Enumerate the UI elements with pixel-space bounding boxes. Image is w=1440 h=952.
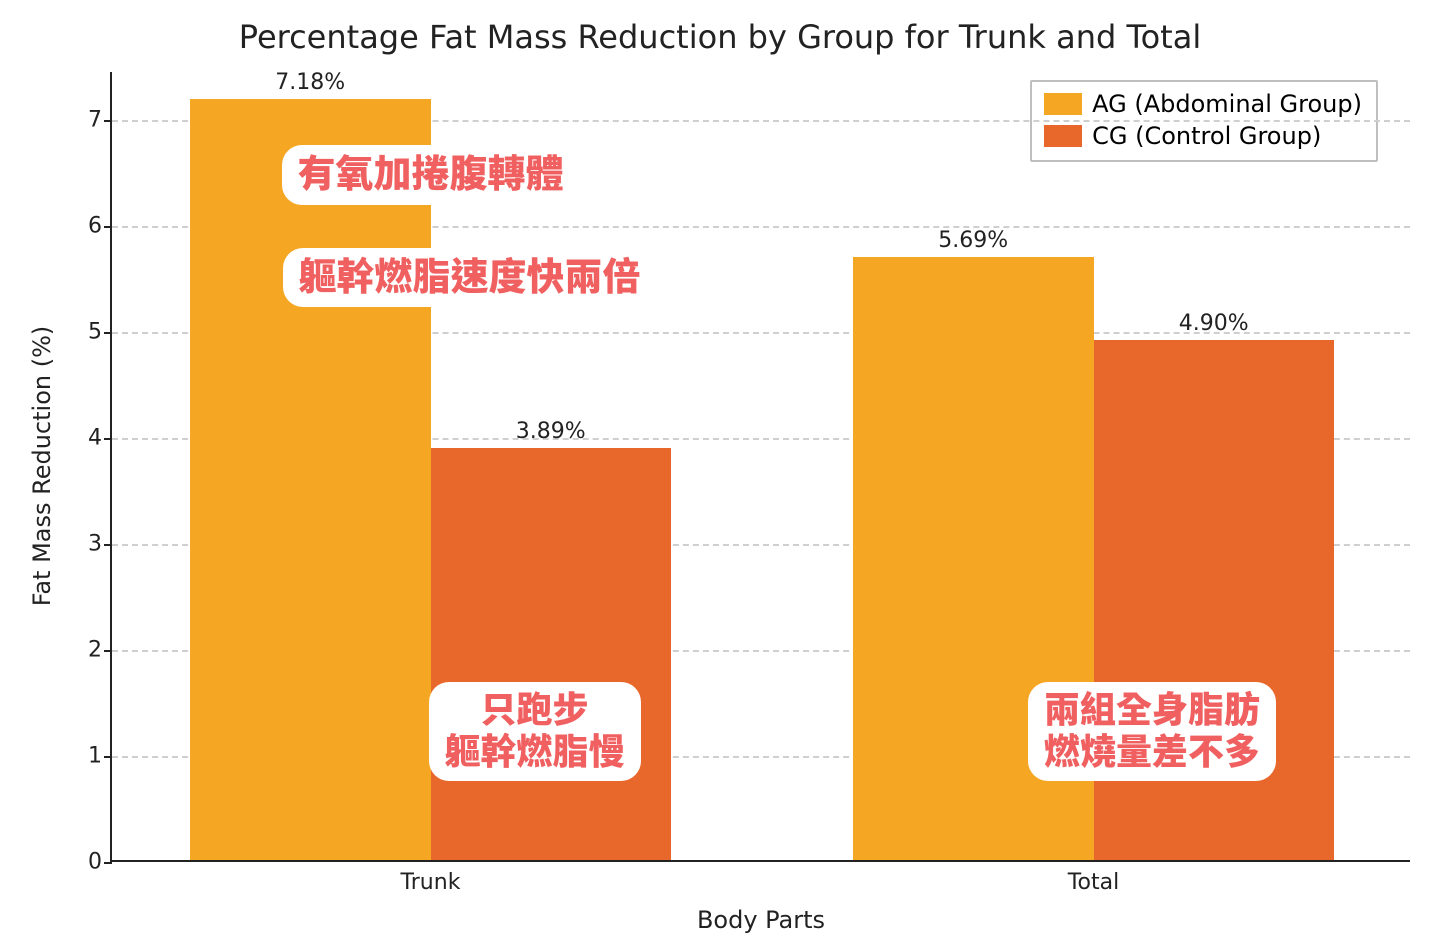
bar-value-label: 5.69% [938, 228, 1008, 253]
xtick-label: Trunk [401, 860, 461, 895]
chart-container: Percentage Fat Mass Reduction by Group f… [0, 0, 1440, 952]
plot-area: Fat Mass Reduction (%) Body Parts AG (Ab… [110, 72, 1410, 862]
bar [431, 448, 672, 860]
ytick-label: 3 [88, 531, 112, 556]
ytick-label: 2 [88, 637, 112, 662]
bar [1094, 340, 1335, 860]
annotation: 軀幹燃脂速度快兩倍 [284, 250, 654, 306]
bar-value-label: 7.18% [275, 70, 345, 95]
legend-item: AG (Abdominal Group) [1044, 90, 1362, 118]
ytick-label: 4 [88, 425, 112, 450]
xtick-label: Total [1068, 860, 1119, 895]
x-axis-label: Body Parts [697, 906, 825, 934]
legend-swatch [1044, 93, 1082, 115]
legend-label: CG (Control Group) [1092, 122, 1321, 150]
bar-value-label: 3.89% [516, 419, 586, 444]
annotation: 只跑步軀幹燃脂慢 [430, 684, 638, 779]
y-axis-label: Fat Mass Reduction (%) [28, 326, 56, 607]
chart-title: Percentage Fat Mass Reduction by Group f… [0, 18, 1440, 56]
ytick-label: 6 [88, 213, 112, 238]
ytick-label: 1 [88, 743, 112, 768]
bar-value-label: 4.90% [1179, 311, 1249, 336]
ytick-label: 0 [88, 850, 112, 875]
legend-item: CG (Control Group) [1044, 122, 1362, 150]
bar [190, 99, 431, 860]
ytick-label: 7 [88, 107, 112, 132]
ytick-label: 5 [88, 319, 112, 344]
annotation: 有氧加捲腹轉體 [283, 147, 577, 203]
legend-label: AG (Abdominal Group) [1092, 90, 1362, 118]
legend-swatch [1044, 125, 1082, 147]
annotation: 兩組全身脂肪燃燒量差不多 [1030, 684, 1274, 779]
